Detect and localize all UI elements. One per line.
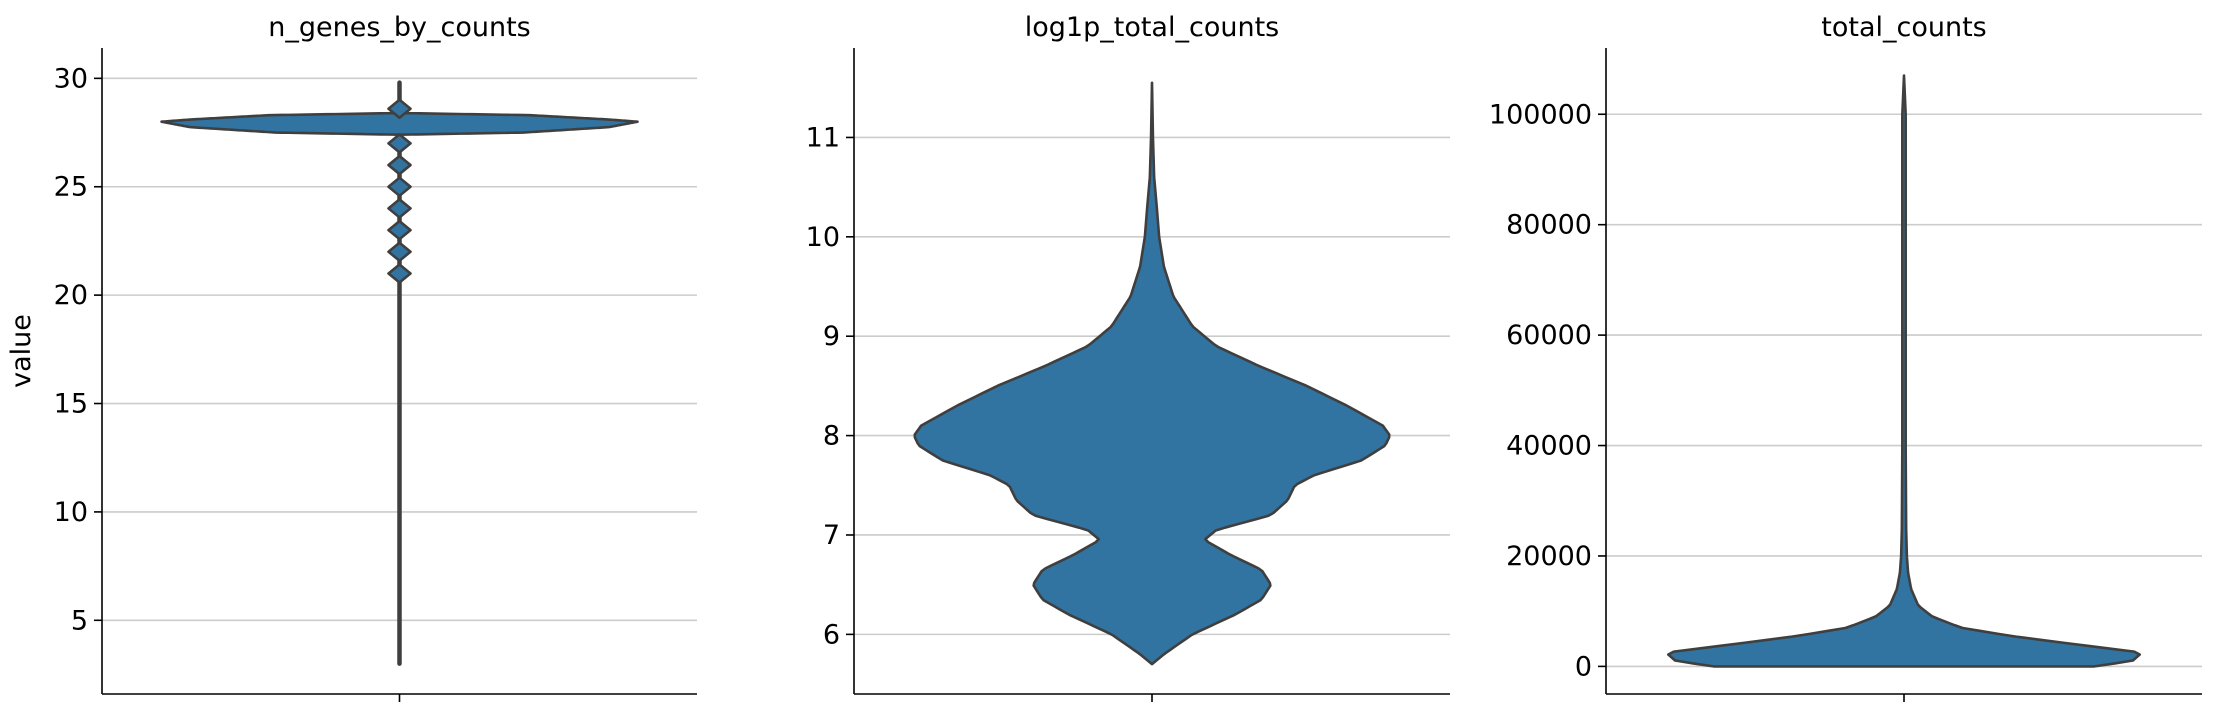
- violin: [1666, 74, 2142, 668]
- panel-total-counts: total_counts 0 20000 40000 60000 80000 100000: [1489, 12, 2202, 702]
- violin-minor-mode: [387, 198, 412, 219]
- violin-minor-mode: [387, 241, 412, 263]
- violin: [913, 81, 1391, 666]
- y-tick-label: 80000: [1506, 210, 1592, 241]
- violin-minor-mode: [387, 176, 412, 198]
- y-tick-label: 5: [71, 605, 88, 636]
- y-tick-label: 8: [823, 421, 840, 452]
- y-tick-label: 9: [823, 321, 840, 352]
- panel-title: n_genes_by_counts: [268, 12, 531, 43]
- y-ticks: 5 10 15 20 25 30: [54, 63, 102, 636]
- y-ticks: 6 7 8 9 10 11: [806, 122, 854, 650]
- y-tick-label: 11: [806, 122, 840, 153]
- violin-minor-mode: [387, 154, 412, 176]
- violin-minor-mode: [387, 219, 412, 241]
- panel-title: total_counts: [1821, 12, 1986, 43]
- y-tick-label: 7: [823, 520, 840, 551]
- violin-body: [1666, 74, 2142, 668]
- panel-log1p-total-counts: log1p_total_counts 6 7 8 9 10 11: [806, 12, 1450, 702]
- y-axis-label: value: [6, 314, 37, 388]
- y-tick-label: 60000: [1506, 320, 1592, 351]
- y-tick-label: 6: [823, 619, 840, 650]
- y-ticks: 0 20000 40000 60000 80000 100000: [1489, 99, 1606, 682]
- y-tick-label: 10: [54, 497, 88, 528]
- violin-body: [913, 81, 1391, 666]
- violin-minor-mode: [387, 98, 412, 119]
- y-tick-label: 25: [54, 172, 88, 203]
- violin: [160, 80, 639, 666]
- y-tick-label: 10: [806, 222, 840, 253]
- violin-minor-mode: [387, 263, 412, 284]
- panel-n-genes-by-counts: n_genes_by_counts value 5 10 15 20 25 30: [6, 12, 697, 702]
- y-tick-label: 100000: [1489, 99, 1592, 130]
- y-tick-label: 20000: [1506, 541, 1592, 572]
- y-tick-label: 30: [54, 63, 88, 94]
- violin-minor-mode: [387, 133, 412, 154]
- y-tick-label: 40000: [1506, 431, 1592, 462]
- y-tick-label: 15: [54, 389, 88, 420]
- y-tick-label: 20: [54, 280, 88, 311]
- y-tick-label: 0: [1575, 651, 1592, 682]
- panel-title: log1p_total_counts: [1025, 12, 1279, 43]
